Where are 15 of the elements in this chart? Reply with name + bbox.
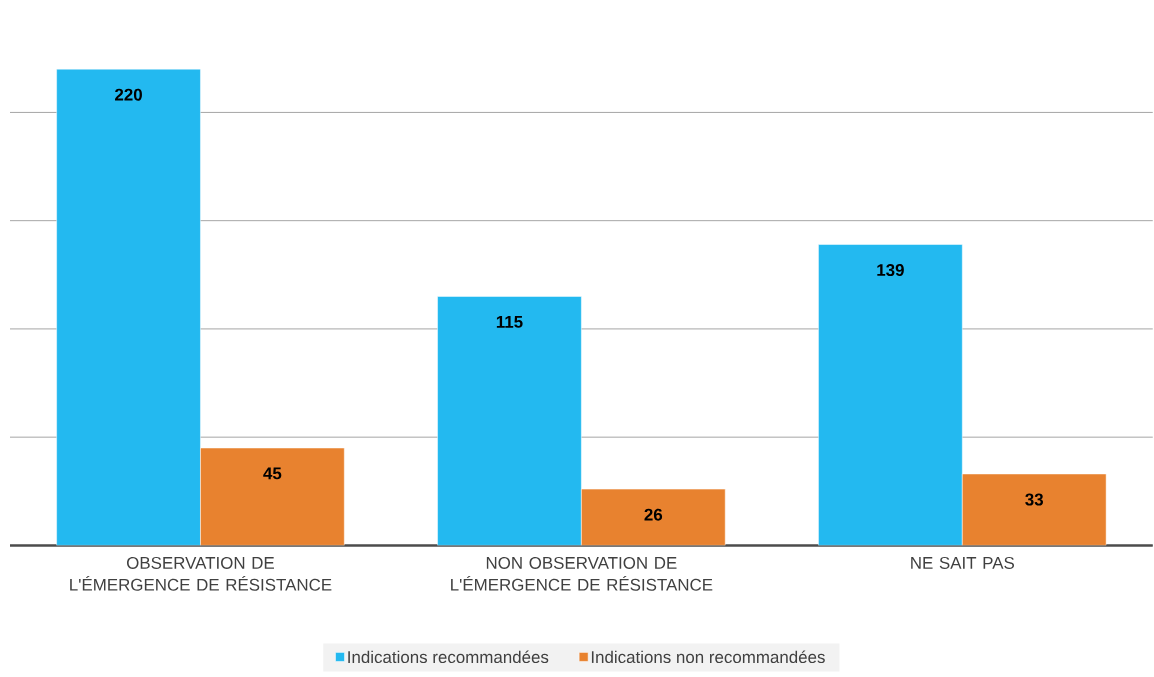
data-label: 33 <box>1025 493 1044 506</box>
data-label: 45 <box>263 467 282 480</box>
legend-label: Indications recommandées <box>348 650 549 663</box>
bar <box>962 473 1107 546</box>
data-label: 139 <box>877 263 904 276</box>
bar <box>818 244 963 546</box>
x-tick-label: OBSERVATION DE L'ÉMERGENCE DE RÉSISTANCE <box>70 556 332 591</box>
data-label: 26 <box>644 508 663 521</box>
bar <box>56 68 201 546</box>
x-tick-label: NE SAIT PAS <box>911 556 1015 569</box>
x-tick-label: NON OBSERVATION DE L'ÉMERGENCE DE RÉSISTANCE <box>451 556 713 591</box>
legend-label: Indications non recommandées <box>591 650 825 663</box>
data-label: 220 <box>115 88 142 101</box>
data-label: 115 <box>496 315 523 328</box>
bar <box>437 296 582 546</box>
